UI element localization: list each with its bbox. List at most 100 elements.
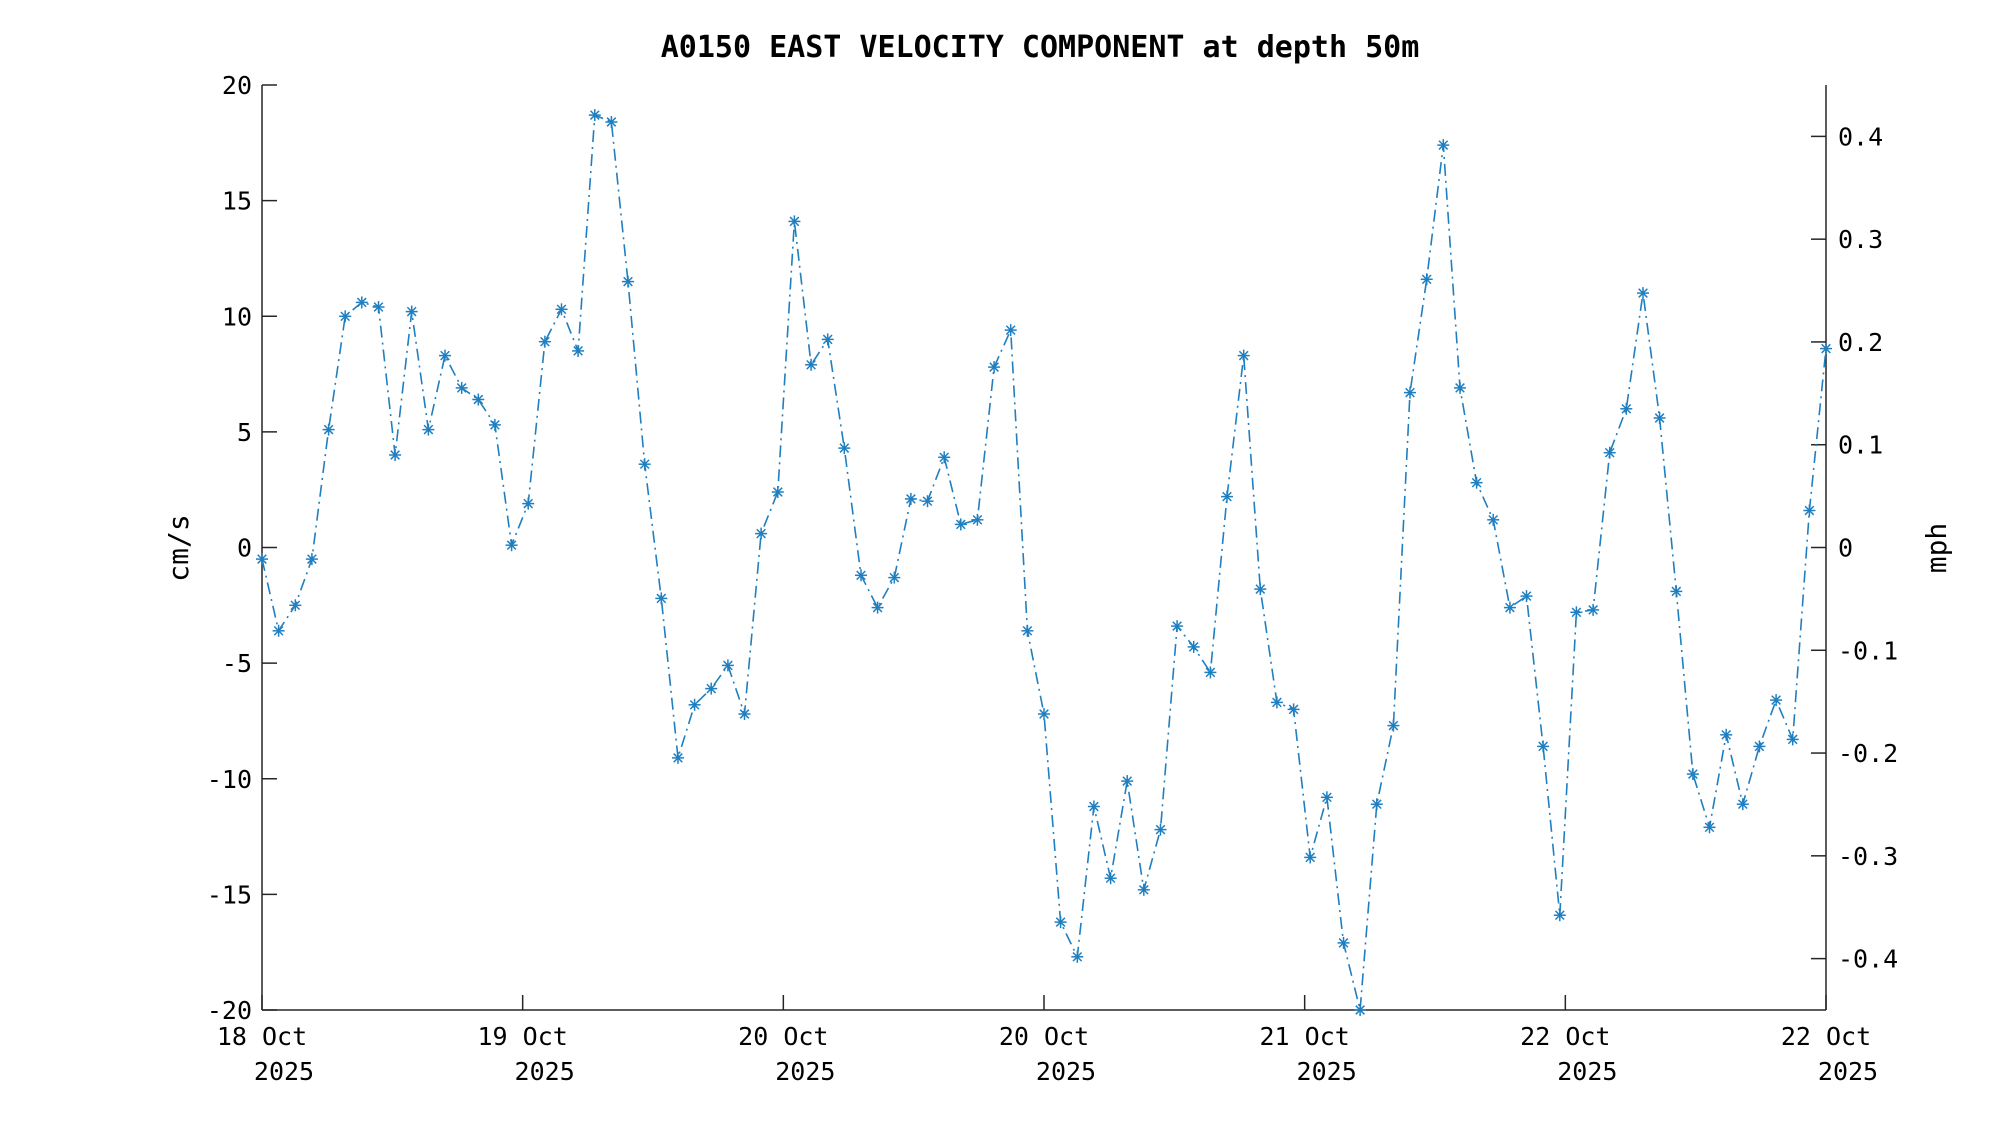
data-point xyxy=(688,698,701,711)
data-point xyxy=(1287,703,1300,716)
y-tick-label-left: 10 xyxy=(222,302,252,331)
data-point xyxy=(1221,490,1233,503)
data-point xyxy=(572,344,585,357)
x-tick-label-day: 19 Oct xyxy=(478,1022,568,1051)
data-point xyxy=(838,442,851,455)
y-tick-label-right: -0.3 xyxy=(1838,842,1898,871)
data-point xyxy=(605,116,618,128)
y-tick-label-right: 0.2 xyxy=(1838,328,1883,357)
y-tick-label-left: -5 xyxy=(222,649,252,678)
data-point xyxy=(1454,381,1466,394)
data-point xyxy=(755,527,768,540)
data-point xyxy=(1420,273,1433,286)
x-tick-label-year: 2025 xyxy=(1557,1057,1617,1086)
y-tick-label-right: 0.1 xyxy=(1838,431,1883,460)
y-tick-label-left: 5 xyxy=(237,418,252,447)
data-point xyxy=(1071,950,1084,963)
data-point xyxy=(1404,386,1416,399)
data-point xyxy=(805,358,818,371)
series-east-velocity xyxy=(256,109,1832,1016)
data-point xyxy=(771,486,784,498)
data-point xyxy=(904,492,917,505)
y-tick-label-left: -15 xyxy=(207,880,252,909)
y-tick-label-right: 0.4 xyxy=(1838,122,1883,151)
data-point xyxy=(1786,733,1799,746)
x-tick-label-year: 2025 xyxy=(775,1057,835,1086)
chart-title: A0150 EAST VELOCITY COMPONENT at depth 5… xyxy=(661,30,1420,65)
data-point xyxy=(389,449,402,461)
data-point xyxy=(289,599,302,612)
data-point xyxy=(1087,800,1100,813)
data-point xyxy=(1637,287,1649,300)
data-point xyxy=(355,296,368,309)
data-point xyxy=(1720,728,1733,741)
data-point xyxy=(1553,909,1566,922)
data-point xyxy=(1487,513,1500,526)
data-point xyxy=(1653,412,1666,424)
data-point xyxy=(1121,775,1134,788)
y-tick-label-left: -10 xyxy=(207,765,252,794)
data-point xyxy=(921,495,934,508)
data-point xyxy=(439,349,451,362)
data-point xyxy=(1770,694,1783,707)
data-point xyxy=(522,497,535,510)
y-tick-label-right: -0.4 xyxy=(1838,945,1898,974)
x-tick-label-year: 2025 xyxy=(515,1057,575,1086)
x-tick-label-day: 20 Oct xyxy=(999,1022,1089,1051)
data-point xyxy=(821,333,834,346)
y-axis-label-left: cm/s xyxy=(162,514,195,581)
data-point xyxy=(1187,640,1200,653)
data-point xyxy=(1320,791,1333,804)
data-point xyxy=(455,381,468,394)
data-point xyxy=(1620,402,1633,415)
data-point xyxy=(405,305,418,318)
data-point xyxy=(672,751,684,764)
data-point xyxy=(721,659,734,672)
data-point xyxy=(1104,872,1117,885)
data-point xyxy=(256,553,268,566)
data-point xyxy=(1171,620,1184,633)
x-tick-label-day: 18 Oct xyxy=(217,1022,307,1051)
data-point xyxy=(855,569,867,582)
data-point xyxy=(339,310,352,323)
data-point xyxy=(1670,585,1683,598)
x-tick-label-year: 2025 xyxy=(1297,1057,1357,1086)
data-point xyxy=(1370,798,1383,811)
data-point xyxy=(488,418,501,431)
data-point xyxy=(938,451,951,464)
data-point xyxy=(1387,719,1400,732)
data-point xyxy=(954,518,967,531)
x-tick-label-day: 20 Oct xyxy=(738,1022,828,1051)
data-point xyxy=(1304,851,1317,864)
data-point xyxy=(322,423,335,436)
data-point xyxy=(472,393,485,406)
data-point xyxy=(622,275,634,288)
data-point xyxy=(1803,504,1816,517)
x-tick-label-day: 21 Oct xyxy=(1260,1022,1350,1051)
y-tick-label-right: 0 xyxy=(1838,534,1853,563)
data-point xyxy=(871,601,884,614)
data-point xyxy=(1254,583,1267,596)
x-tick-label-year: 2025 xyxy=(1818,1057,1878,1086)
data-point xyxy=(1154,823,1167,836)
y-tick-label-right: -0.2 xyxy=(1838,739,1898,768)
x-tick-label-year: 2025 xyxy=(1036,1057,1096,1086)
data-point xyxy=(1021,624,1034,637)
data-point xyxy=(1753,740,1766,753)
y-tick-label-right: -0.1 xyxy=(1838,636,1898,665)
data-point xyxy=(1204,666,1217,679)
data-point xyxy=(1520,590,1533,603)
series-line xyxy=(261,113,1827,1011)
y-tick-label-left: -20 xyxy=(207,996,252,1025)
data-point xyxy=(588,109,601,122)
data-point xyxy=(738,708,751,720)
data-point xyxy=(505,539,518,552)
data-point xyxy=(1503,601,1516,614)
data-point xyxy=(988,361,1001,374)
data-point xyxy=(422,423,435,436)
data-point xyxy=(1470,476,1483,489)
data-point xyxy=(538,335,551,348)
data-point xyxy=(1038,708,1050,720)
data-point xyxy=(638,458,651,471)
